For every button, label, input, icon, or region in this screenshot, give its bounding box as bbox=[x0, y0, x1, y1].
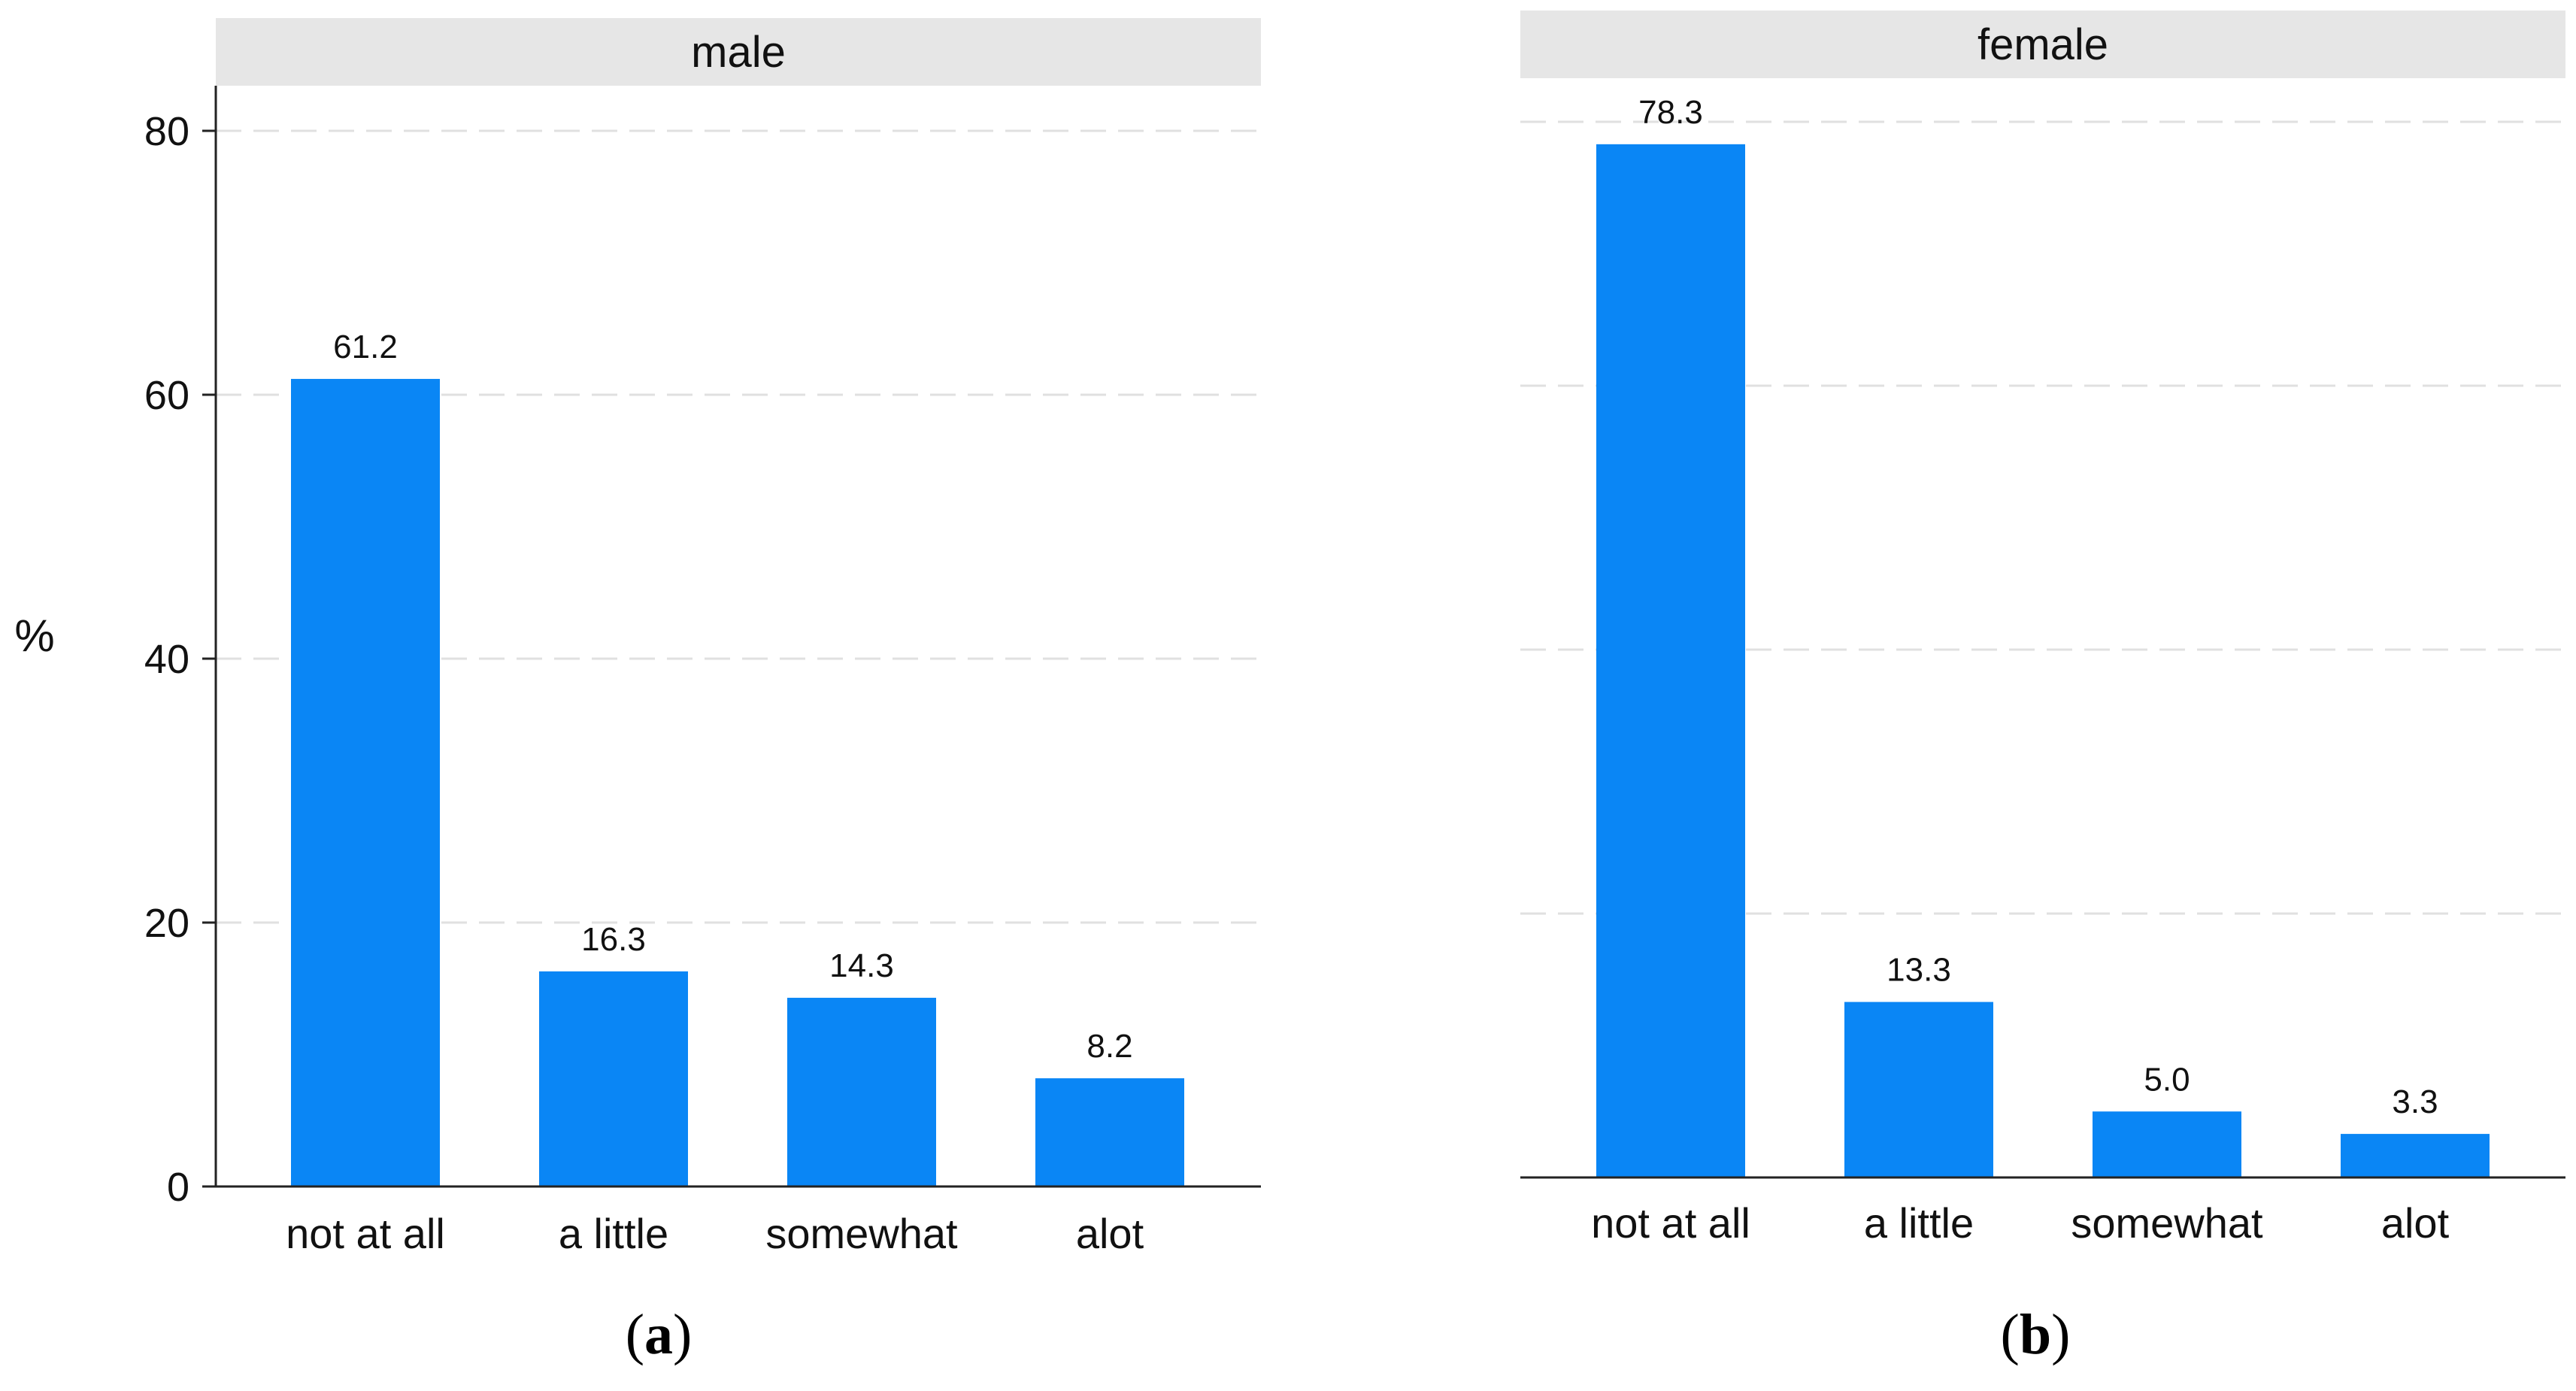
bar-a-little bbox=[1844, 1002, 1993, 1177]
x-category-label: a little bbox=[559, 1210, 668, 1257]
panel-title: male bbox=[691, 28, 786, 77]
bar-value-label: 14.3 bbox=[829, 947, 894, 984]
panel-male: male 0 20 40 60 80 61.2 not at all 16.3 a little 1… bbox=[144, 18, 1261, 1366]
bar-value-label: 5.0 bbox=[2144, 1061, 2190, 1098]
bar-not-at-all bbox=[1596, 144, 1745, 1178]
y-tick-label: 20 bbox=[144, 901, 189, 946]
panel-title: female bbox=[1977, 20, 2108, 69]
subfigure-label: (b) bbox=[2001, 1303, 2071, 1366]
y-tick-label: 80 bbox=[144, 109, 189, 154]
x-category-label: somewhat bbox=[765, 1210, 958, 1257]
x-category-label: not at all bbox=[1591, 1199, 1750, 1247]
y-tick-label: 40 bbox=[144, 637, 189, 682]
bar-alot bbox=[1035, 1078, 1184, 1186]
panel-female: female 78.3 not at all 13.3 a little 5.0 somew… bbox=[1520, 11, 2565, 1366]
y-tick-label: 60 bbox=[144, 373, 189, 418]
bar-value-label: 8.2 bbox=[1086, 1028, 1132, 1065]
subfigure-label: (a) bbox=[626, 1303, 692, 1366]
bar-value-label: 61.2 bbox=[333, 329, 398, 365]
bar-value-label: 3.3 bbox=[2392, 1083, 2438, 1120]
x-category-label: not at all bbox=[286, 1210, 445, 1257]
bar-value-label: 16.3 bbox=[581, 921, 646, 958]
bar-not-at-all bbox=[291, 378, 440, 1187]
x-category-label: alot bbox=[2381, 1199, 2450, 1247]
bar-a-little bbox=[539, 971, 688, 1186]
bar-value-label: 13.3 bbox=[1887, 952, 1951, 989]
panel-strip-background bbox=[216, 18, 1261, 86]
x-category-label: alot bbox=[1076, 1210, 1144, 1257]
panel-strip-background bbox=[1520, 11, 2565, 78]
bar-somewhat bbox=[787, 998, 936, 1186]
y-tick-label: 0 bbox=[167, 1165, 189, 1210]
x-category-label: a little bbox=[1864, 1199, 1974, 1247]
bar-value-label: 78.3 bbox=[1638, 94, 1703, 131]
bar-alot bbox=[2341, 1134, 2490, 1177]
y-axis-label: % bbox=[14, 611, 54, 661]
bar-somewhat bbox=[2093, 1111, 2241, 1177]
x-category-label: somewhat bbox=[2071, 1199, 2263, 1247]
